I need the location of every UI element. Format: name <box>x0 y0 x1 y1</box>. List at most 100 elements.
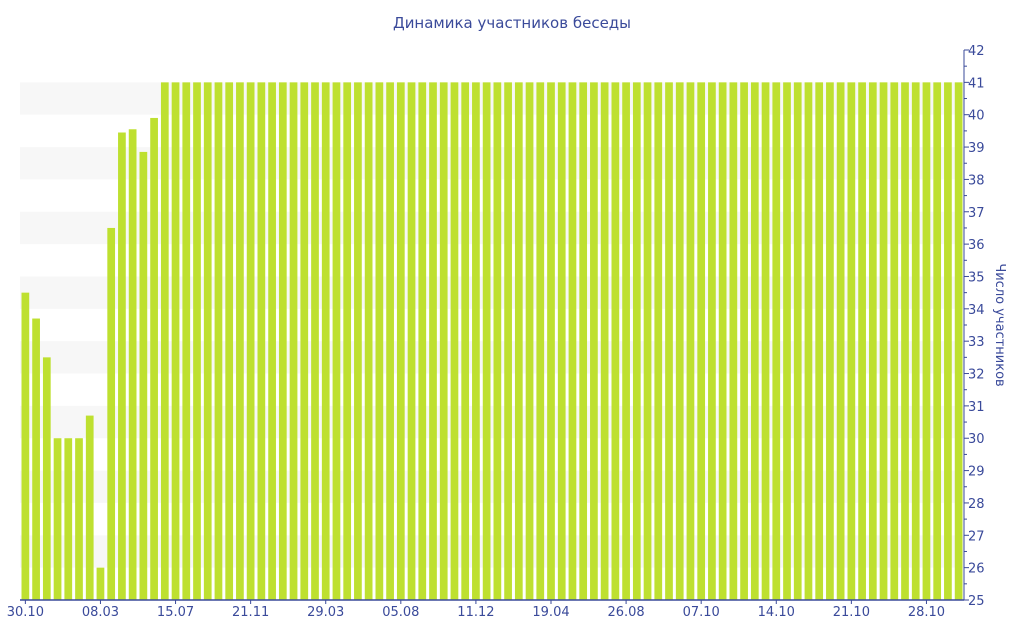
x-tick-label: 21.10 <box>833 605 870 620</box>
bar <box>890 82 899 600</box>
bar <box>375 82 384 600</box>
bar <box>761 82 770 600</box>
y-tick-label: 36 <box>968 238 985 253</box>
bar <box>246 82 255 600</box>
y-tick-label: 34 <box>968 303 985 318</box>
x-tick-label: 28.10 <box>908 605 945 620</box>
bar <box>718 82 727 600</box>
bar <box>815 82 824 600</box>
bar <box>568 82 577 600</box>
bar <box>139 151 148 601</box>
bar <box>214 82 223 600</box>
bar <box>654 82 663 600</box>
bar <box>332 82 341 600</box>
y-tick-label: 38 <box>968 173 985 188</box>
bar <box>439 82 448 600</box>
bar <box>579 82 588 600</box>
bar <box>901 82 909 600</box>
bar <box>354 82 362 600</box>
bar <box>911 82 920 600</box>
chart-title: Динамика участников беседы <box>393 14 631 32</box>
y-tick-label: 27 <box>968 529 985 544</box>
y-tick-label: 31 <box>968 400 985 415</box>
bar <box>343 82 352 600</box>
bar <box>632 82 641 600</box>
bar <box>160 82 169 600</box>
x-tick-label: 11.12 <box>457 605 494 620</box>
bar <box>171 82 180 600</box>
bar <box>697 82 706 600</box>
bar <box>547 82 555 600</box>
bar <box>96 567 105 600</box>
bar <box>933 82 942 600</box>
bar <box>675 82 684 600</box>
y-tick-label: 30 <box>968 432 985 447</box>
y-tick-label: 32 <box>968 368 985 383</box>
bar <box>772 82 781 600</box>
bar <box>783 82 791 600</box>
bar <box>118 132 126 600</box>
bar <box>557 82 566 600</box>
x-tick-label: 15.07 <box>157 605 194 620</box>
bar <box>364 82 373 600</box>
bar <box>311 82 319 600</box>
bar <box>836 82 845 600</box>
bar <box>257 82 266 600</box>
bar <box>482 82 491 600</box>
y-tick-label: 39 <box>968 141 985 156</box>
bar <box>321 82 330 600</box>
bar <box>150 117 158 601</box>
y-tick-label: 33 <box>968 335 985 350</box>
y-tick-label: 40 <box>968 109 985 124</box>
bar <box>64 438 73 600</box>
bar <box>407 82 416 600</box>
bar <box>600 82 609 600</box>
y-tick-label: 42 <box>968 44 985 59</box>
bar <box>278 82 287 600</box>
bar <box>665 82 673 600</box>
bar <box>740 82 748 600</box>
bar <box>289 82 298 600</box>
bar <box>75 438 83 600</box>
bars <box>21 82 963 601</box>
y-axis-label: Число участников <box>992 263 1007 386</box>
bar <box>21 292 30 600</box>
bar <box>493 82 502 600</box>
bar <box>944 82 952 600</box>
bar <box>804 82 813 600</box>
x-tick-label: 21.11 <box>232 605 269 620</box>
bar <box>643 82 652 600</box>
bar <box>429 82 437 600</box>
bar <box>268 82 276 600</box>
bar <box>107 227 116 601</box>
x-tick-label: 14.10 <box>758 605 795 620</box>
y-tick-label: 28 <box>968 497 985 512</box>
x-tick-label: 26.08 <box>607 605 644 620</box>
bar <box>525 82 534 600</box>
bar <box>793 82 802 600</box>
x-tick-label: 07.10 <box>683 605 720 620</box>
bar <box>536 82 545 600</box>
y-tick-label: 29 <box>968 465 985 480</box>
bar <box>85 415 94 600</box>
x-tick-label: 30.10 <box>7 605 44 620</box>
bar <box>622 82 630 600</box>
bar <box>182 82 191 600</box>
bar <box>203 82 212 600</box>
bar <box>847 82 856 600</box>
bar <box>236 82 244 600</box>
x-tick-label: 05.08 <box>382 605 419 620</box>
bar <box>128 129 137 600</box>
bar <box>826 82 834 600</box>
x-tick-label: 29.03 <box>307 605 344 620</box>
bar <box>396 82 405 600</box>
y-tick-label: 35 <box>968 270 985 285</box>
bar <box>53 438 62 600</box>
bar <box>42 357 51 600</box>
bar <box>32 318 40 600</box>
y-tick-label: 37 <box>968 206 985 221</box>
bar <box>386 82 394 600</box>
bar <box>193 82 201 600</box>
bar <box>708 82 716 600</box>
x-tick-label: 08.03 <box>82 605 119 620</box>
